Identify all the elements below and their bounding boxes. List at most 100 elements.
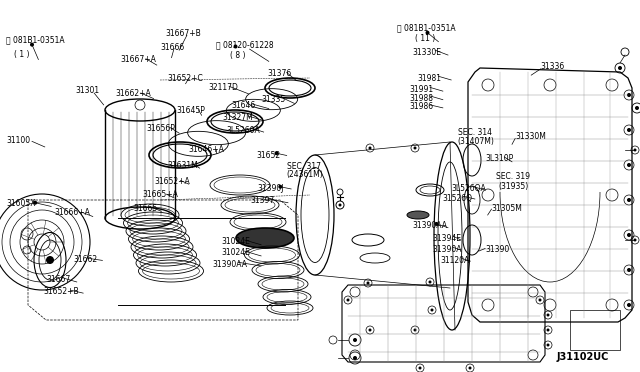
Circle shape (634, 148, 637, 151)
Circle shape (468, 366, 472, 369)
Text: 31666: 31666 (160, 43, 184, 52)
Text: 31988: 31988 (410, 94, 434, 103)
Text: 31330E: 31330E (413, 48, 442, 57)
Text: ( 11 ): ( 11 ) (415, 34, 435, 43)
Text: 31335: 31335 (261, 95, 285, 104)
Text: 32117D: 32117D (208, 83, 238, 92)
Text: (31407M): (31407M) (458, 137, 495, 146)
Text: 31330M: 31330M (515, 132, 546, 141)
Text: (24361M): (24361M) (287, 170, 323, 179)
Text: 31390A: 31390A (432, 245, 461, 254)
Text: 31336: 31336 (541, 62, 565, 71)
Bar (570, 310, 620, 350)
Circle shape (635, 106, 639, 110)
Text: Ⓑ 081B1-0351A: Ⓑ 081B1-0351A (397, 23, 456, 32)
Text: SEC. 314: SEC. 314 (458, 128, 492, 137)
Text: 31656P: 31656P (146, 124, 175, 132)
Circle shape (627, 303, 631, 307)
Text: 31024E: 31024E (221, 248, 250, 257)
Text: 31305M: 31305M (492, 204, 522, 213)
Text: 31652: 31652 (256, 151, 280, 160)
Circle shape (547, 343, 550, 346)
Text: 31390: 31390 (485, 245, 509, 254)
Text: 3L5260A: 3L5260A (227, 126, 260, 135)
Circle shape (346, 298, 349, 301)
Text: 3L310P: 3L310P (485, 154, 513, 163)
Text: 31981: 31981 (417, 74, 442, 83)
Circle shape (413, 328, 417, 331)
Circle shape (339, 203, 342, 206)
Circle shape (367, 282, 369, 285)
Text: 3L526QA: 3L526QA (452, 184, 486, 193)
Circle shape (46, 256, 54, 264)
Text: 31662: 31662 (74, 255, 98, 264)
Text: 31301: 31301 (76, 86, 100, 94)
Text: 31652+B: 31652+B (44, 287, 79, 296)
Text: 31120A: 31120A (440, 256, 470, 265)
Text: 31526Q: 31526Q (443, 194, 473, 203)
Text: 31645P: 31645P (176, 106, 205, 115)
Circle shape (547, 314, 550, 317)
Text: 31390AA: 31390AA (413, 221, 448, 230)
Text: 31986: 31986 (410, 102, 434, 111)
Text: 31665+A: 31665+A (142, 190, 178, 199)
Circle shape (369, 328, 371, 331)
Text: 31667: 31667 (46, 275, 70, 284)
Circle shape (538, 298, 541, 301)
Circle shape (618, 66, 622, 70)
Circle shape (547, 328, 550, 331)
Text: ( 8 ): ( 8 ) (230, 51, 246, 60)
Text: 31646+A: 31646+A (189, 145, 225, 154)
Text: 31100: 31100 (6, 136, 31, 145)
Text: SEC. 317: SEC. 317 (287, 162, 321, 171)
Circle shape (627, 93, 631, 97)
Text: 31991: 31991 (410, 85, 434, 94)
Circle shape (627, 268, 631, 272)
Ellipse shape (236, 228, 294, 248)
Circle shape (627, 198, 631, 202)
Text: (31935): (31935) (498, 182, 528, 190)
Circle shape (353, 338, 357, 342)
Text: 31390AA: 31390AA (212, 260, 248, 269)
Text: 31666+A: 31666+A (54, 208, 90, 217)
Text: 31667+A: 31667+A (120, 55, 156, 64)
Text: 31605X: 31605X (6, 199, 36, 208)
Text: 31631M: 31631M (168, 161, 198, 170)
Circle shape (275, 151, 278, 155)
Text: 31662+A: 31662+A (115, 89, 151, 98)
Circle shape (419, 366, 422, 369)
Text: 31652+C: 31652+C (168, 74, 204, 83)
Text: 31667+B: 31667+B (165, 29, 201, 38)
Text: 31024E: 31024E (221, 237, 250, 246)
Text: 31327M: 31327M (223, 113, 253, 122)
Ellipse shape (241, 230, 289, 246)
Text: SEC. 319: SEC. 319 (496, 172, 530, 181)
Text: 31390J: 31390J (257, 184, 284, 193)
Text: Ⓑ 08120-61228: Ⓑ 08120-61228 (216, 40, 274, 49)
Circle shape (627, 233, 631, 237)
Circle shape (435, 222, 438, 226)
Circle shape (627, 163, 631, 167)
Circle shape (369, 147, 371, 150)
Circle shape (429, 280, 431, 283)
Text: 31397: 31397 (251, 196, 275, 205)
Circle shape (426, 31, 429, 35)
Circle shape (234, 45, 237, 48)
Circle shape (278, 185, 282, 189)
Text: 31652+A: 31652+A (155, 177, 191, 186)
Text: 31665: 31665 (133, 204, 157, 213)
Circle shape (627, 128, 631, 132)
Circle shape (634, 238, 637, 241)
Text: 31646: 31646 (232, 101, 256, 110)
Circle shape (353, 356, 357, 360)
Circle shape (33, 201, 37, 205)
Text: 31394E: 31394E (432, 234, 461, 243)
Circle shape (30, 43, 34, 46)
Circle shape (413, 147, 417, 150)
Circle shape (431, 308, 433, 311)
Text: ( 1 ): ( 1 ) (14, 50, 29, 59)
Text: Ⓑ 081B1-0351A: Ⓑ 081B1-0351A (6, 35, 65, 44)
Text: J31102UC: J31102UC (557, 352, 609, 362)
Ellipse shape (407, 211, 429, 219)
Text: 31376: 31376 (268, 69, 292, 78)
